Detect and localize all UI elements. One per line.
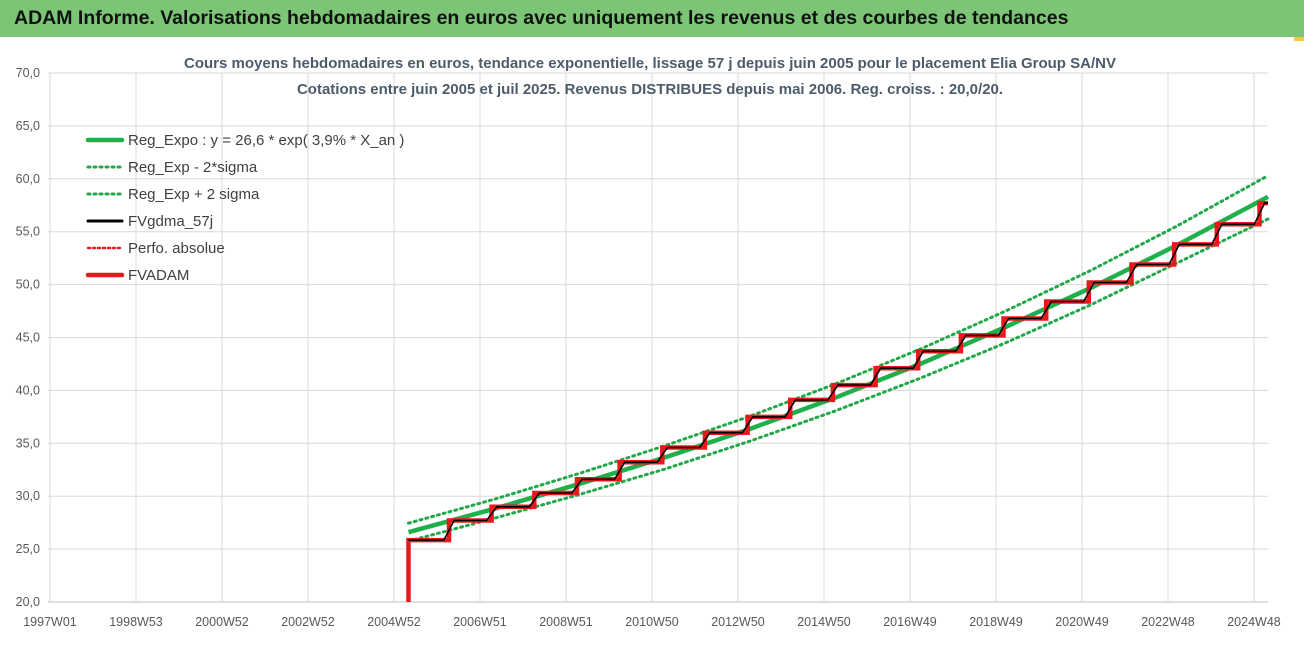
chart-legend: Reg_Expo : y = 26,6 * exp( 3,9% * X_an )…	[85, 132, 404, 284]
y-tick-label: 35,0	[16, 436, 40, 450]
y-tick-label: 60,0	[16, 172, 40, 186]
y-tick-label: 50,0	[16, 278, 40, 292]
app-title: ADAM Informe. Valorisations hebdomadaire…	[14, 7, 1069, 29]
x-tick-label: 2006W51	[453, 615, 507, 629]
y-tick-label: 45,0	[16, 331, 40, 345]
x-tick-label: 2012W50	[711, 615, 765, 629]
chart-title-line-2: Cotations entre juin 2005 et juil 2025. …	[297, 81, 1003, 98]
series-layer	[406, 174, 1270, 602]
x-tick-label: 2002W52	[281, 615, 335, 629]
series-reg-plus-2sigma	[407, 174, 1270, 525]
x-tick-label: 2022W48	[1141, 615, 1195, 629]
x-tick-label: 2000W52	[195, 615, 249, 629]
x-tick-label: 2024W48	[1227, 615, 1281, 629]
x-tick-label: 2014W50	[797, 615, 851, 629]
legend-label: Reg_Expo : y = 26,6 * exp( 3,9% * X_an )	[128, 132, 404, 149]
legend-label: Reg_Exp - 2*sigma	[128, 159, 258, 176]
chart-svg: 20,0 25,0 30,0 35,0 40,0 45,0 50,0 55,0 60,0 65,0…	[16, 55, 1281, 629]
series-reg-minus-2sigma	[407, 217, 1270, 543]
chart-area: 20,0 25,0 30,0 35,0 40,0 45,0 50,0 55,0 60,0 65,0…	[0, 37, 1304, 652]
y-tick-label: 70,0	[16, 66, 40, 80]
legend-label: FVgdma_57j	[128, 213, 213, 230]
legend-label: Reg_Exp + 2 sigma	[128, 186, 260, 203]
y-tick-label: 55,0	[16, 225, 40, 239]
axis-ticks: 20,0 25,0 30,0 35,0 40,0 45,0 50,0 55,0 60,0 65,0…	[16, 66, 1281, 629]
legend-label: FVADAM	[128, 267, 189, 284]
grid-lines	[48, 72, 1268, 603]
y-tick-label: 40,0	[16, 383, 40, 397]
series-fvgdma-57j	[408, 202, 1268, 541]
y-tick-label: 20,0	[16, 595, 40, 609]
app-title-bar: ADAM Informe. Valorisations hebdomadaire…	[0, 0, 1304, 37]
chart-title-line-1: Cours moyens hebdomadaires en euros, ten…	[184, 55, 1116, 72]
y-tick-label: 65,0	[16, 119, 40, 133]
x-tick-label: 1997W01	[23, 615, 77, 629]
y-tick-label: 30,0	[16, 489, 40, 503]
x-tick-label: 2020W49	[1055, 615, 1109, 629]
series-fvadam	[406, 200, 1268, 602]
x-tick-label: 2004W52	[367, 615, 421, 629]
y-tick-label: 25,0	[16, 542, 40, 556]
x-tick-label: 1998W53	[109, 615, 163, 629]
x-tick-label: 2008W51	[539, 615, 593, 629]
corner-accent	[1294, 37, 1304, 41]
x-tick-label: 2018W49	[969, 615, 1023, 629]
x-tick-label: 2016W49	[883, 615, 937, 629]
legend-label: Perfo. absolue	[128, 240, 225, 257]
x-tick-label: 2010W50	[625, 615, 679, 629]
